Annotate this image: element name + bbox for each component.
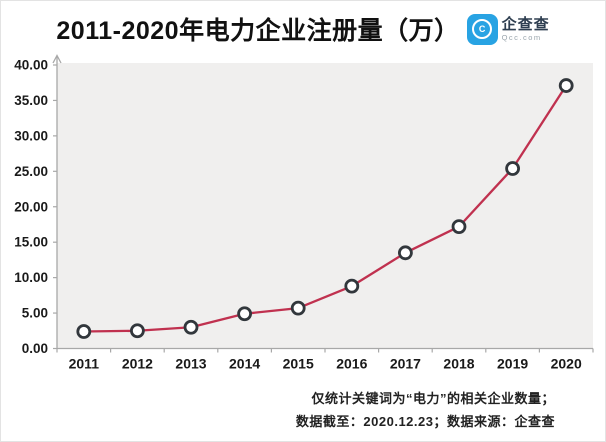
x-tick-label: 2011: [69, 356, 100, 372]
x-tick-label: 2020: [551, 356, 582, 372]
data-line: [83, 84, 568, 333]
brand-domain: Qcc.com: [501, 32, 542, 42]
brand-name: 企查查: [501, 15, 550, 33]
x-tick-label: 2013: [175, 356, 206, 372]
x-tick-label: 2016: [336, 356, 367, 372]
data-point-2019: [505, 161, 521, 176]
qcc-logo-icon: C: [466, 13, 498, 45]
chart-footnote: 仅统计关键词为“电力”的相关企业数量； 数据截至：2020.12.23；数据来源…: [296, 387, 555, 433]
chart-header: 2011-2020年电力企业注册量（万） C 企查查 Qcc.com: [1, 11, 605, 47]
data-point-2011: [76, 324, 92, 339]
y-tick-label: 35.00: [14, 93, 48, 108]
data-point-2018: [451, 219, 467, 234]
x-tick-label: 2014: [229, 356, 260, 372]
data-point-2014: [237, 306, 253, 322]
y-tick-label: 30.00: [14, 128, 48, 143]
qcc-logo: C 企查查 Qcc.com: [466, 13, 550, 45]
y-tick-label: 5.00: [22, 306, 48, 321]
footnote-line-2: 数据截至：2020.12.23；数据来源：企查查: [295, 414, 555, 429]
data-point-2012: [129, 323, 145, 339]
data-point-2015: [290, 300, 306, 316]
x-tick-label: 2018: [443, 356, 474, 372]
data-point-2020: [558, 78, 574, 93]
y-tick-label: 0.00: [22, 341, 48, 356]
y-axis-arrow-icon: [52, 54, 62, 64]
footnote-line-1: 仅统计关键词为“电力”的相关企业数量；: [311, 391, 555, 406]
x-tick-label: 2017: [390, 356, 421, 372]
x-tick-label: 2019: [497, 356, 528, 372]
y-tick-label: 40.00: [14, 58, 48, 73]
y-tick-label: 10.00: [14, 270, 48, 285]
y-tick-label: 15.00: [14, 235, 48, 250]
plot-area: [57, 63, 593, 349]
qcc-ring-icon: C: [472, 19, 493, 39]
data-point-2013: [183, 319, 199, 335]
qcc-logo-text: 企查查 Qcc.com: [502, 17, 550, 42]
x-tick-label: 2015: [283, 356, 314, 372]
y-tick-label: 20.00: [14, 199, 48, 214]
data-point-2016: [344, 278, 360, 294]
page-title: 2011-2020年电力企业注册量（万）: [56, 17, 460, 45]
y-tick-label: 25.00: [14, 164, 48, 179]
data-point-2017: [397, 245, 413, 261]
x-tick-label: 2012: [122, 356, 153, 372]
